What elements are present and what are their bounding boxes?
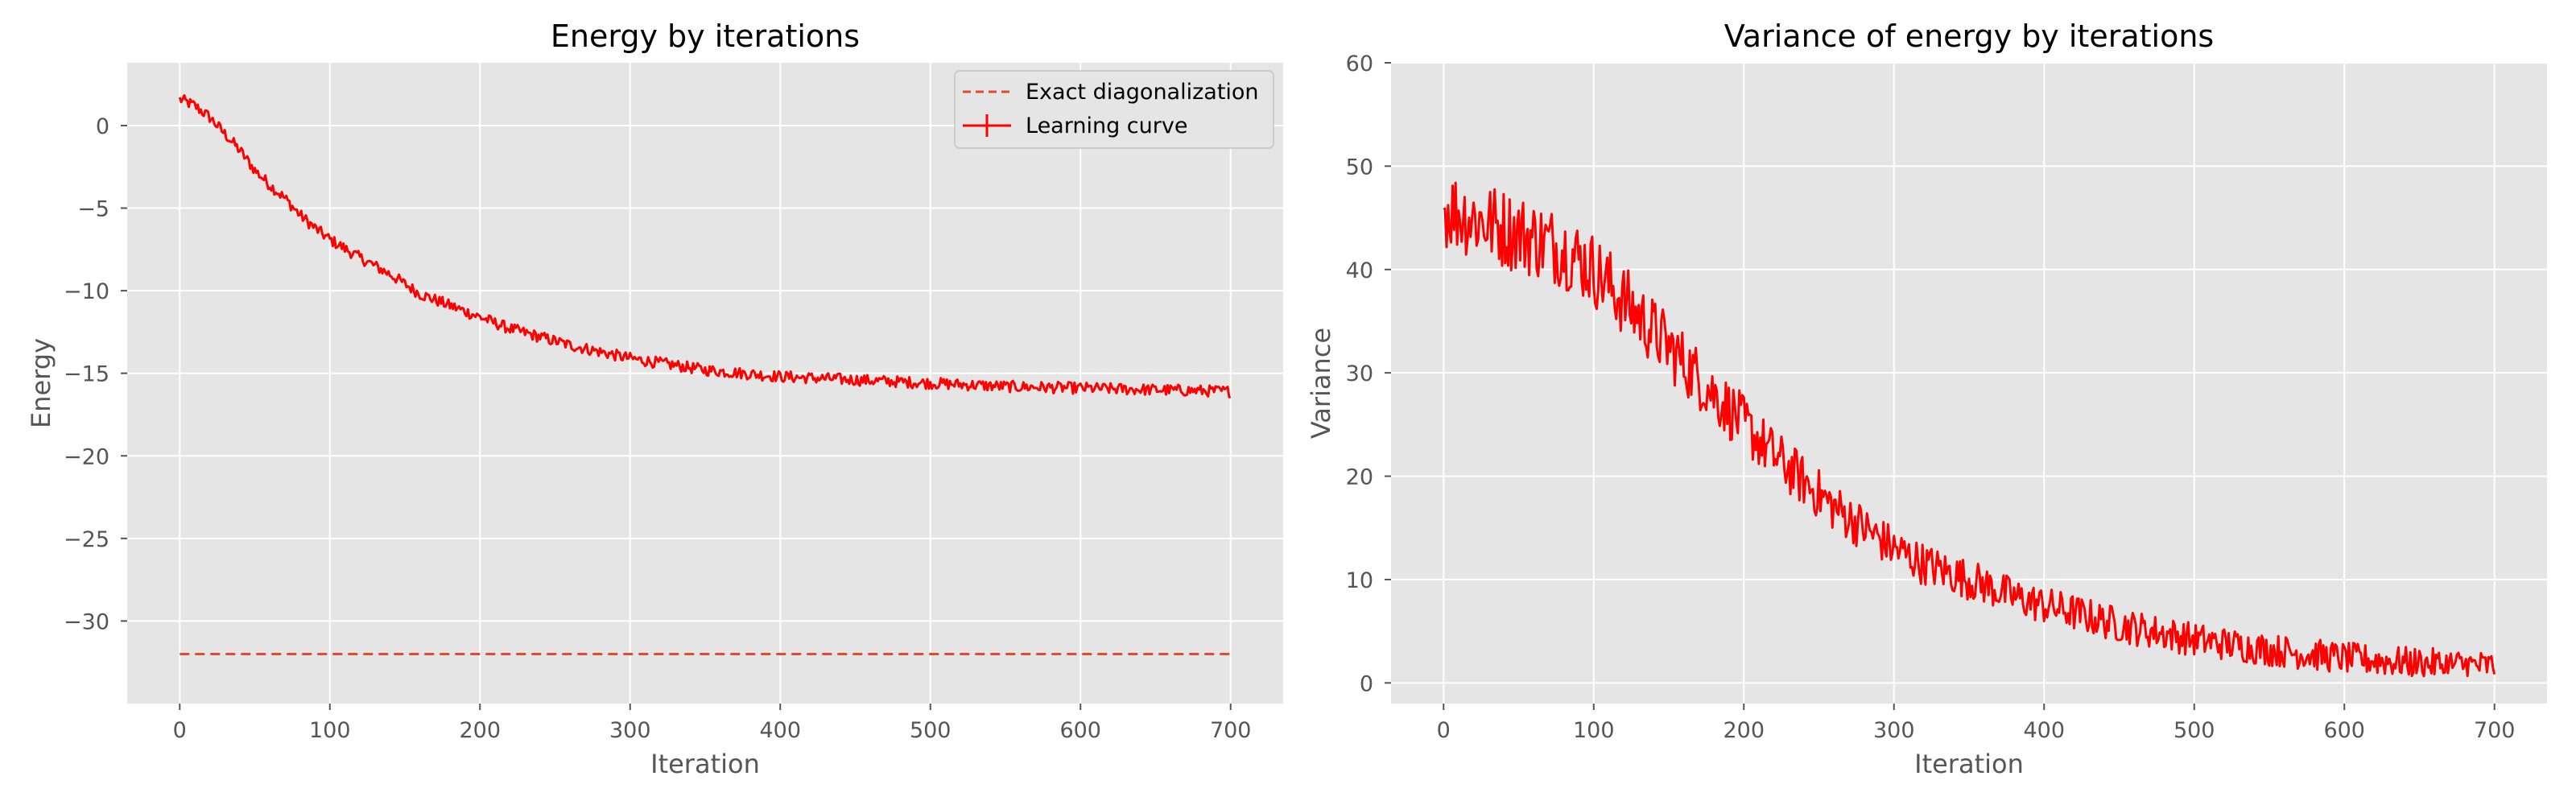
y-tick-label: −5 xyxy=(77,197,109,222)
energy-y-axis-label: Energy xyxy=(26,338,56,428)
energy-x-ticks: 0 100 200 300 400 500 600 700 xyxy=(173,704,1252,743)
variance-plot-area xyxy=(1391,63,2547,704)
x-tick-label: 200 xyxy=(459,718,501,743)
y-tick-label: 0 xyxy=(96,114,109,139)
legend-box xyxy=(954,70,1274,149)
variance-x-axis-label: Iteration xyxy=(1914,749,2024,779)
x-tick-label: 100 xyxy=(309,718,351,743)
x-tick-label: 0 xyxy=(173,718,187,743)
x-tick-label: 400 xyxy=(759,718,801,743)
x-tick-label: 600 xyxy=(1059,718,1101,743)
variance-series-layer xyxy=(1443,181,2496,678)
y-tick-label: −25 xyxy=(64,527,109,552)
series-line-learning-curve xyxy=(178,94,1231,398)
energy-chart-title: Energy by iterations xyxy=(551,19,860,54)
x-tick-label: 500 xyxy=(2174,718,2215,743)
variance-panel: 0 100 200 300 400 500 600 700 0 10 20 30 40 50 60 Var… xyxy=(1306,19,2547,779)
x-tick-label: 0 xyxy=(1437,718,1451,743)
y-tick-label: 30 xyxy=(1346,361,1373,386)
variance-chart-title: Variance of energy by iterations xyxy=(1724,19,2214,54)
x-tick-label: 500 xyxy=(910,718,952,743)
y-tick-label: 0 xyxy=(1360,671,1373,696)
x-tick-label: 200 xyxy=(1723,718,1765,743)
y-tick-label: 10 xyxy=(1346,568,1373,593)
energy-x-axis-label: Iteration xyxy=(650,749,760,779)
y-tick-label: −20 xyxy=(64,444,109,469)
variance-grid xyxy=(1391,62,2547,704)
variance-x-ticks: 0 100 200 300 400 500 600 700 xyxy=(1437,704,2516,743)
y-tick-label: 40 xyxy=(1346,258,1373,283)
x-tick-label: 100 xyxy=(1573,718,1615,743)
y-tick-label: −10 xyxy=(64,279,109,304)
variance-y-axis-label: Variance xyxy=(1306,328,1336,439)
x-tick-label: 300 xyxy=(1873,718,1915,743)
series-line-variance xyxy=(1443,181,2496,678)
energy-grid xyxy=(127,63,1283,704)
y-tick-label: 60 xyxy=(1346,52,1373,76)
x-tick-label: 400 xyxy=(2023,718,2065,743)
variance-y-ticks: 0 10 20 30 40 50 60 xyxy=(1346,52,1391,696)
x-tick-label: 700 xyxy=(2474,718,2516,743)
energy-series-layer xyxy=(178,94,1231,655)
y-tick-label: 50 xyxy=(1346,155,1373,180)
energy-plot-area xyxy=(127,63,1283,704)
energy-legend: Exact diagonalization Learning curve xyxy=(954,70,1274,149)
legend-label-learning-curve: Learning curve xyxy=(1026,114,1187,138)
x-tick-label: 700 xyxy=(1210,718,1252,743)
y-tick-label: −30 xyxy=(64,609,109,634)
legend-label-exact-diagonalization: Exact diagonalization xyxy=(1026,80,1259,105)
y-tick-label: −15 xyxy=(64,362,109,387)
energy-panel: 0 100 200 300 400 500 600 700 0 −5 −10 −15 −20 −25 −3… xyxy=(26,19,1283,779)
y-tick-label: 20 xyxy=(1346,465,1373,490)
x-tick-label: 600 xyxy=(2323,718,2365,743)
x-tick-label: 300 xyxy=(609,718,651,743)
energy-y-ticks: 0 −5 −10 −15 −20 −25 −30 xyxy=(64,114,127,634)
